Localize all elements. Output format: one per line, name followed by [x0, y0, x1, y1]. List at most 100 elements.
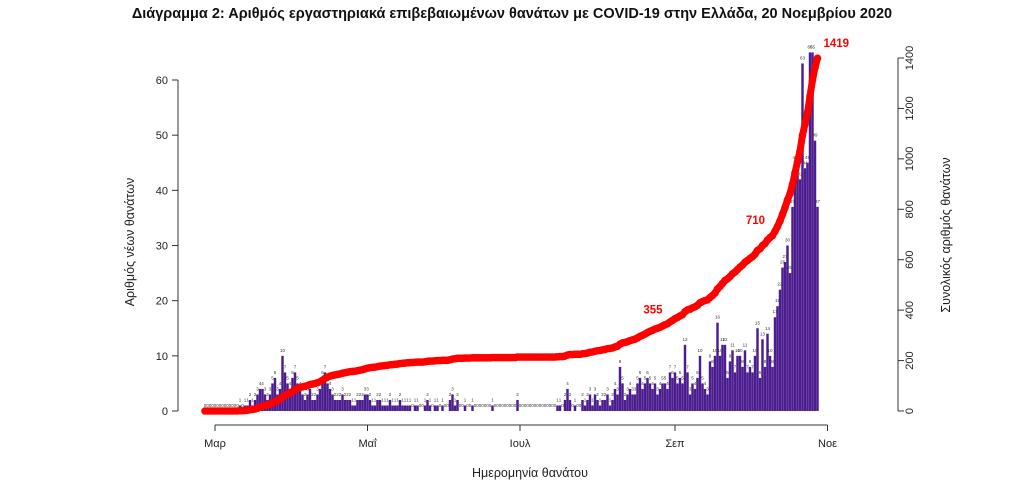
- bar: [353, 405, 357, 411]
- bar-value-label: 15: [755, 320, 761, 325]
- bar-value-label: 3: [256, 386, 259, 391]
- bar: [618, 366, 622, 411]
- bar-value-label: 7: [324, 364, 327, 369]
- bar-value-label: 6: [321, 370, 324, 375]
- bar-value-label: 4: [629, 381, 632, 386]
- bar: [661, 383, 664, 411]
- bar-value-label: 7: [734, 364, 737, 369]
- bar: [573, 405, 577, 411]
- bar: [471, 405, 474, 411]
- bar: [308, 388, 312, 411]
- bar-value-label: 0: [216, 403, 219, 408]
- x-tick-label: Ιουλ: [510, 438, 531, 450]
- bar: [383, 405, 387, 411]
- bar-value-label: 5: [636, 375, 639, 380]
- bar-value-label: 1: [246, 397, 249, 402]
- bar-value-label: 0: [506, 403, 509, 408]
- bar-value-label: 0: [211, 403, 214, 408]
- bar: [686, 372, 689, 411]
- bar-value-label: 3: [616, 386, 619, 391]
- bar: [588, 394, 592, 411]
- bar-value-label: 1: [386, 397, 389, 402]
- bar-value-label: 4: [666, 381, 669, 386]
- y-tick-label: 60: [156, 75, 168, 87]
- bar: [638, 377, 642, 411]
- bar-value-label: 65: [807, 44, 813, 49]
- bar-value-label: 37: [790, 199, 796, 204]
- bar-value-label: 0: [231, 403, 234, 408]
- bar-value-label: 2: [581, 392, 584, 397]
- bar-value-label: 6: [726, 370, 729, 375]
- bar: [778, 289, 782, 411]
- x-axis-title: Ημερομηνία θανάτου: [472, 466, 588, 480]
- cumulative-point: [793, 157, 802, 166]
- bar-value-label: 0: [474, 403, 477, 408]
- bar: [643, 383, 647, 411]
- bar-value-label: 0: [461, 403, 464, 408]
- bar: [646, 377, 649, 411]
- bar: [376, 399, 379, 411]
- bar: [798, 179, 802, 411]
- bar-value-label: 0: [519, 403, 522, 408]
- bar: [346, 399, 349, 411]
- bar-value-label: 5: [701, 375, 704, 380]
- bar: [791, 206, 794, 411]
- bar-value-label: 2: [254, 392, 257, 397]
- bar: [611, 399, 614, 411]
- bar-value-label: 0: [229, 403, 232, 408]
- bar-value-label: 0: [411, 403, 414, 408]
- bar: [758, 377, 762, 411]
- bar-value-label: 3: [451, 386, 454, 391]
- bar-value-label: 2: [356, 392, 359, 397]
- bar: [783, 262, 787, 411]
- y2-tick-label: 0: [904, 408, 916, 414]
- bar-value-label: 12: [682, 337, 688, 342]
- bar-series: [238, 52, 819, 412]
- bar: [628, 388, 632, 411]
- bar: [448, 399, 452, 411]
- bar-value-label: 0: [526, 403, 529, 408]
- bar-value-label: 2: [311, 392, 314, 397]
- bar-value-label: 1: [374, 397, 377, 402]
- bar-value-label: 7: [669, 364, 672, 369]
- y2-tick-label: 400: [904, 301, 916, 319]
- bar-value-label: 7: [294, 364, 297, 369]
- bar-value-label: 10: [712, 348, 718, 353]
- bar-value-label: 9: [709, 353, 712, 358]
- bar: [463, 405, 467, 411]
- bar: [273, 377, 277, 411]
- bar-value-label: 63: [800, 55, 806, 60]
- bar-value-label: 2: [611, 392, 614, 397]
- bar-value-label: 0: [234, 403, 237, 408]
- bar: [406, 405, 409, 411]
- bar: [258, 388, 262, 411]
- bar-value-label: 0: [421, 403, 424, 408]
- bar-value-label: 6: [646, 370, 649, 375]
- bar-value-label: 0: [459, 403, 462, 408]
- cumulative-point: [808, 76, 817, 84]
- bar-value-label: 1: [556, 397, 559, 402]
- bar-value-label: 0: [439, 403, 442, 408]
- bar-value-label: 25: [787, 265, 793, 270]
- x-tick-label: Σεπ: [665, 438, 685, 450]
- bar-value-label: 1: [371, 397, 374, 402]
- cumulative-point: [811, 63, 819, 72]
- bar-value-label: 0: [501, 403, 504, 408]
- bar: [663, 383, 667, 411]
- bar-value-label: 3: [331, 386, 334, 391]
- bar: [781, 267, 784, 411]
- bar-value-label: 1: [394, 397, 397, 402]
- bar-value-label: 8: [749, 359, 752, 364]
- bar-value-label: 2: [426, 392, 429, 397]
- bar-value-label: 0: [554, 403, 557, 408]
- bar: [378, 399, 382, 411]
- bar-value-label: 8: [741, 359, 744, 364]
- bar-value-label: 10: [697, 348, 703, 353]
- bar: [698, 355, 702, 411]
- bar: [756, 328, 759, 411]
- bar-value-label: 26: [780, 260, 786, 265]
- bar: [666, 388, 669, 411]
- bar: [558, 405, 562, 411]
- bar-value-label: 0: [509, 403, 512, 408]
